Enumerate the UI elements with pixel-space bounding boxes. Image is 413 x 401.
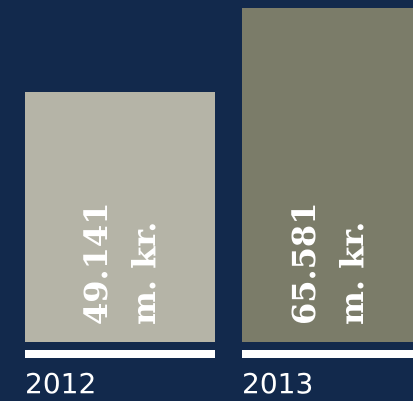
x-tick-label: 2012: [25, 367, 97, 400]
value-label: 65.581 m. kr.: [285, 202, 371, 325]
bar: [25, 91, 215, 342]
x-tick-label: 2013: [242, 367, 314, 400]
bar-base: [242, 350, 413, 358]
value-label: 49.141 m. kr.: [77, 202, 163, 325]
bar: [242, 8, 413, 342]
bar-base: [25, 350, 215, 358]
